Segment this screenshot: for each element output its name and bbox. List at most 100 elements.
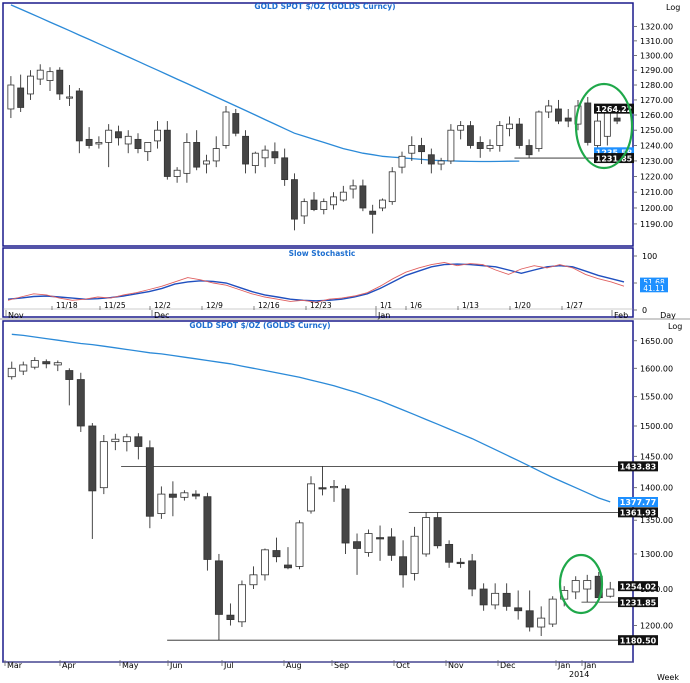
y-tick-label: 1210.00 xyxy=(640,188,673,197)
candle-body xyxy=(203,160,210,165)
candle xyxy=(65,368,74,406)
candle xyxy=(594,111,601,152)
candle-body xyxy=(379,199,386,209)
chart-title: GOLD SPOT $/OZ (GOLDS Curncy) xyxy=(189,321,330,330)
value-tag-box xyxy=(618,497,658,508)
candle xyxy=(388,167,396,205)
y-tick-label: 1220.00 xyxy=(640,172,673,181)
x-axis-label: Sep xyxy=(334,661,349,670)
x-axis-label: 1/27 xyxy=(566,301,583,310)
candle-body xyxy=(7,84,15,110)
candle xyxy=(364,529,373,557)
candle xyxy=(222,105,230,149)
candle-body xyxy=(496,125,504,146)
candle-body xyxy=(437,160,445,165)
candle-body xyxy=(318,487,327,490)
candle-body xyxy=(193,142,201,168)
candle xyxy=(349,179,357,199)
candle xyxy=(476,136,484,158)
candle-body xyxy=(36,69,44,80)
value-tag-label: 1254.02 xyxy=(620,582,656,591)
candle-body xyxy=(479,588,488,606)
candle-body xyxy=(468,560,477,590)
candle xyxy=(53,360,62,372)
scale-label: Log xyxy=(668,322,682,331)
y-tick-label: 1350.00 xyxy=(640,516,673,525)
candle-body xyxy=(398,155,406,168)
candle-body xyxy=(525,610,534,628)
x-axis-label: Jun xyxy=(169,661,183,670)
candle xyxy=(359,179,367,212)
candle-body xyxy=(46,71,54,81)
candle-body xyxy=(364,533,373,553)
x-axis-label: Aug xyxy=(286,661,302,670)
stochastic-line-k xyxy=(7,263,625,302)
candle-body xyxy=(27,75,34,95)
candle-body xyxy=(613,117,621,122)
x-axis-label: 11/25 xyxy=(104,301,126,310)
x-axis-label: 12/9 xyxy=(206,301,223,310)
chart-title: GOLD SPOT $/OZ (GOLDS Curncy) xyxy=(254,2,395,11)
candle xyxy=(606,581,615,598)
candle-body xyxy=(122,436,131,443)
x-axis-label: Nov xyxy=(448,661,464,670)
candle-body xyxy=(7,367,16,378)
highlight-circle-weekly xyxy=(558,553,604,615)
candle xyxy=(111,433,120,451)
candle xyxy=(42,359,51,369)
y-tick-label: 1650.00 xyxy=(640,337,673,346)
candle xyxy=(515,118,523,149)
candle xyxy=(183,133,191,183)
candle xyxy=(36,64,44,86)
candle-body xyxy=(349,185,357,190)
candle xyxy=(134,133,142,154)
candle xyxy=(491,583,500,610)
candle-body xyxy=(388,171,396,203)
candle-body xyxy=(427,154,435,165)
candle-body xyxy=(214,560,223,615)
axis-unit-label: Week xyxy=(657,673,679,682)
x-axis-label: 12/23 xyxy=(310,301,332,310)
candle xyxy=(584,96,592,146)
candle-body xyxy=(571,580,580,593)
candle-body xyxy=(506,123,513,130)
y-tick-label: 1280.00 xyxy=(640,81,673,90)
candle-body xyxy=(341,488,350,544)
y-tick-label: 1230.00 xyxy=(640,157,673,166)
candle-body xyxy=(447,129,455,162)
candle-body xyxy=(555,108,562,122)
candle-body xyxy=(369,210,377,215)
candle-body xyxy=(583,580,592,590)
candle-body xyxy=(30,360,39,368)
candle xyxy=(502,583,511,611)
value-tag-box xyxy=(594,103,634,114)
candle-body xyxy=(56,69,64,95)
candle xyxy=(571,576,580,600)
candle xyxy=(232,108,240,137)
candle-body xyxy=(320,201,328,210)
candle-body xyxy=(537,617,546,628)
candle xyxy=(260,548,269,581)
candle xyxy=(408,136,416,161)
candle-body xyxy=(75,90,83,142)
candle-body xyxy=(486,145,494,149)
value-tag-box xyxy=(640,283,668,293)
value-tag-box xyxy=(618,507,658,518)
value-tag-box xyxy=(594,153,634,164)
candle-body xyxy=(261,149,269,159)
value-tag-label: 1180.50 xyxy=(620,636,657,645)
candle-body xyxy=(271,151,279,159)
candle xyxy=(387,528,396,561)
candle xyxy=(379,198,386,212)
candle xyxy=(410,526,419,581)
candle-body xyxy=(237,584,246,623)
candle-body xyxy=(300,201,308,217)
y-tick-label: 1310.00 xyxy=(640,37,673,46)
candle-body xyxy=(457,125,465,131)
candle xyxy=(242,130,249,174)
value-tag-label: 1235.58 xyxy=(596,149,633,158)
candle xyxy=(249,566,258,590)
y-tick-label: 1450.00 xyxy=(640,452,673,461)
candle xyxy=(157,486,166,519)
x-axis-label: Nov xyxy=(8,311,24,320)
